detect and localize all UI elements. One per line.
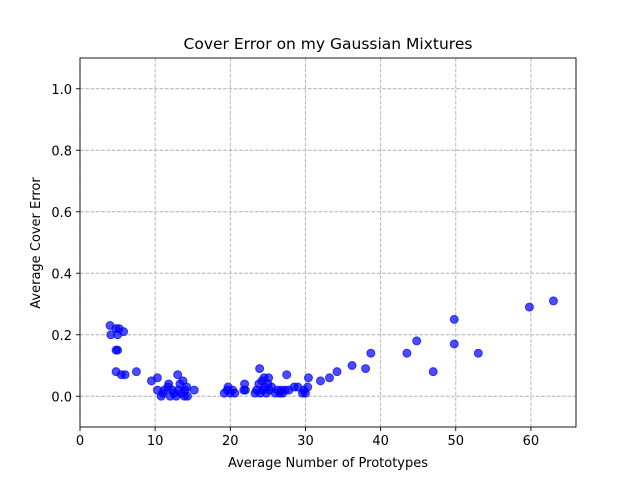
x-axis-label: Average Number of Prototypes bbox=[228, 456, 428, 471]
y-tick-label: 1.0 bbox=[51, 83, 72, 98]
data-point bbox=[255, 364, 265, 374]
data-point bbox=[449, 314, 459, 324]
y-tick-label: 0.2 bbox=[51, 329, 72, 344]
data-point bbox=[428, 367, 438, 377]
data-point bbox=[240, 385, 250, 395]
y-tick-label: 0.6 bbox=[51, 206, 72, 221]
y-tick-label: 0.0 bbox=[51, 390, 72, 405]
x-tick-label: 0 bbox=[76, 434, 84, 449]
chart-title: Cover Error on my Gaussian Mixtures bbox=[184, 35, 473, 53]
data-point bbox=[303, 373, 313, 383]
y-axis-ticks: 0.0 0.2 0.4 0.6 0.8 1.0 bbox=[51, 83, 80, 405]
data-point bbox=[548, 296, 558, 306]
data-point bbox=[113, 345, 123, 355]
data-point bbox=[402, 348, 412, 358]
data-point bbox=[119, 327, 129, 337]
x-tick-label: 40 bbox=[372, 434, 389, 449]
data-point bbox=[303, 382, 313, 392]
x-tick-label: 10 bbox=[147, 434, 164, 449]
grid-lines bbox=[79, 58, 576, 427]
data-point bbox=[120, 370, 130, 380]
x-tick-label: 30 bbox=[297, 434, 314, 449]
data-point bbox=[366, 348, 376, 358]
y-tick-label: 0.4 bbox=[51, 267, 72, 282]
data-point bbox=[412, 336, 422, 346]
data-point bbox=[315, 376, 325, 386]
data-point bbox=[173, 370, 183, 380]
data-point bbox=[347, 361, 357, 370]
data-point bbox=[332, 367, 342, 377]
data-points bbox=[105, 296, 558, 401]
data-point bbox=[473, 348, 483, 358]
data-point bbox=[182, 382, 192, 392]
x-tick-label: 20 bbox=[222, 434, 239, 449]
data-point bbox=[189, 385, 199, 395]
data-point bbox=[282, 370, 292, 380]
x-tick-label: 60 bbox=[523, 434, 540, 449]
data-point bbox=[524, 302, 534, 312]
plot-frame bbox=[79, 57, 577, 428]
data-point bbox=[131, 367, 141, 377]
data-point bbox=[325, 373, 335, 383]
data-point bbox=[361, 364, 371, 374]
data-point bbox=[230, 388, 240, 398]
data-point bbox=[449, 339, 459, 349]
y-tick-label: 0.8 bbox=[51, 144, 72, 159]
x-axis-ticks: 0 10 20 30 40 50 60 bbox=[76, 427, 539, 449]
y-axis-label: Average Cover Error bbox=[29, 177, 44, 309]
x-tick-label: 50 bbox=[447, 434, 464, 449]
data-point bbox=[182, 391, 192, 401]
data-point bbox=[264, 373, 274, 383]
data-point bbox=[152, 373, 162, 383]
